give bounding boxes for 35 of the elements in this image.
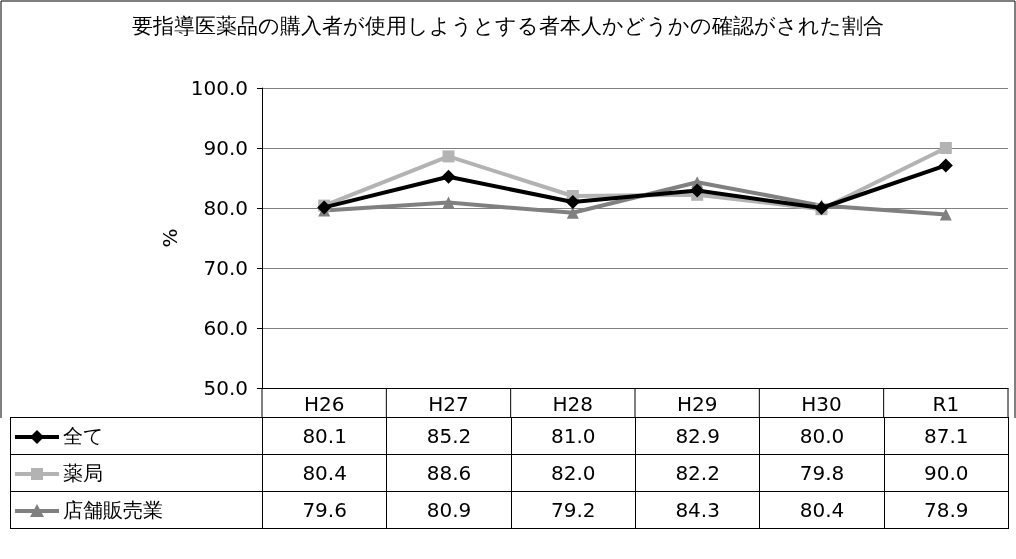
data-label: 87.1 (884, 417, 1009, 455)
y-tick-label: 100.0 (190, 76, 248, 100)
data-label: 85.2 (386, 417, 512, 455)
x-tick-label: H26 (303, 392, 345, 416)
x-tick-label: H28 (552, 392, 594, 416)
y-tick-label: 60.0 (203, 316, 248, 340)
data-label: 79.8 (759, 454, 885, 492)
legend-label: 全て (10, 417, 263, 455)
data-label: 84.3 (635, 491, 760, 529)
y-tick-label: 80.0 (203, 196, 248, 220)
x-tick-label: H27 (428, 392, 469, 416)
data-label: 80.9 (386, 491, 512, 529)
data-label: 82.2 (635, 454, 760, 492)
x-tick-label: H30 (801, 392, 842, 416)
y-tick-label: 50.0 (203, 376, 248, 400)
chart-title: 要指導医薬品の購入者が使用しようとする者本人かどうかの確認がされた割合 (132, 13, 884, 38)
data-label: 79.2 (511, 491, 636, 529)
data-label: 80.0 (759, 417, 885, 455)
data-label: 88.6 (386, 454, 512, 492)
x-tick-label: R1 (932, 392, 960, 416)
legend-label: 店舗販売業 (10, 491, 263, 529)
data-label: 79.6 (262, 491, 387, 529)
data-label: 82.9 (635, 417, 760, 455)
legend-label: 薬局 (10, 454, 263, 492)
data-label: 80.1 (262, 417, 387, 455)
data-label: 80.4 (759, 491, 885, 529)
data-label: 81.0 (511, 417, 636, 455)
data-label: 82.0 (511, 454, 636, 492)
y-tick-label: 90.0 (203, 136, 248, 160)
y-tick-label: 70.0 (203, 256, 248, 280)
y-axis-title: % (157, 228, 182, 248)
data-label: 90.0 (884, 454, 1009, 492)
x-tick-label: H29 (676, 392, 718, 416)
data-label: 80.4 (262, 454, 387, 492)
data-label: 78.9 (884, 491, 1009, 529)
